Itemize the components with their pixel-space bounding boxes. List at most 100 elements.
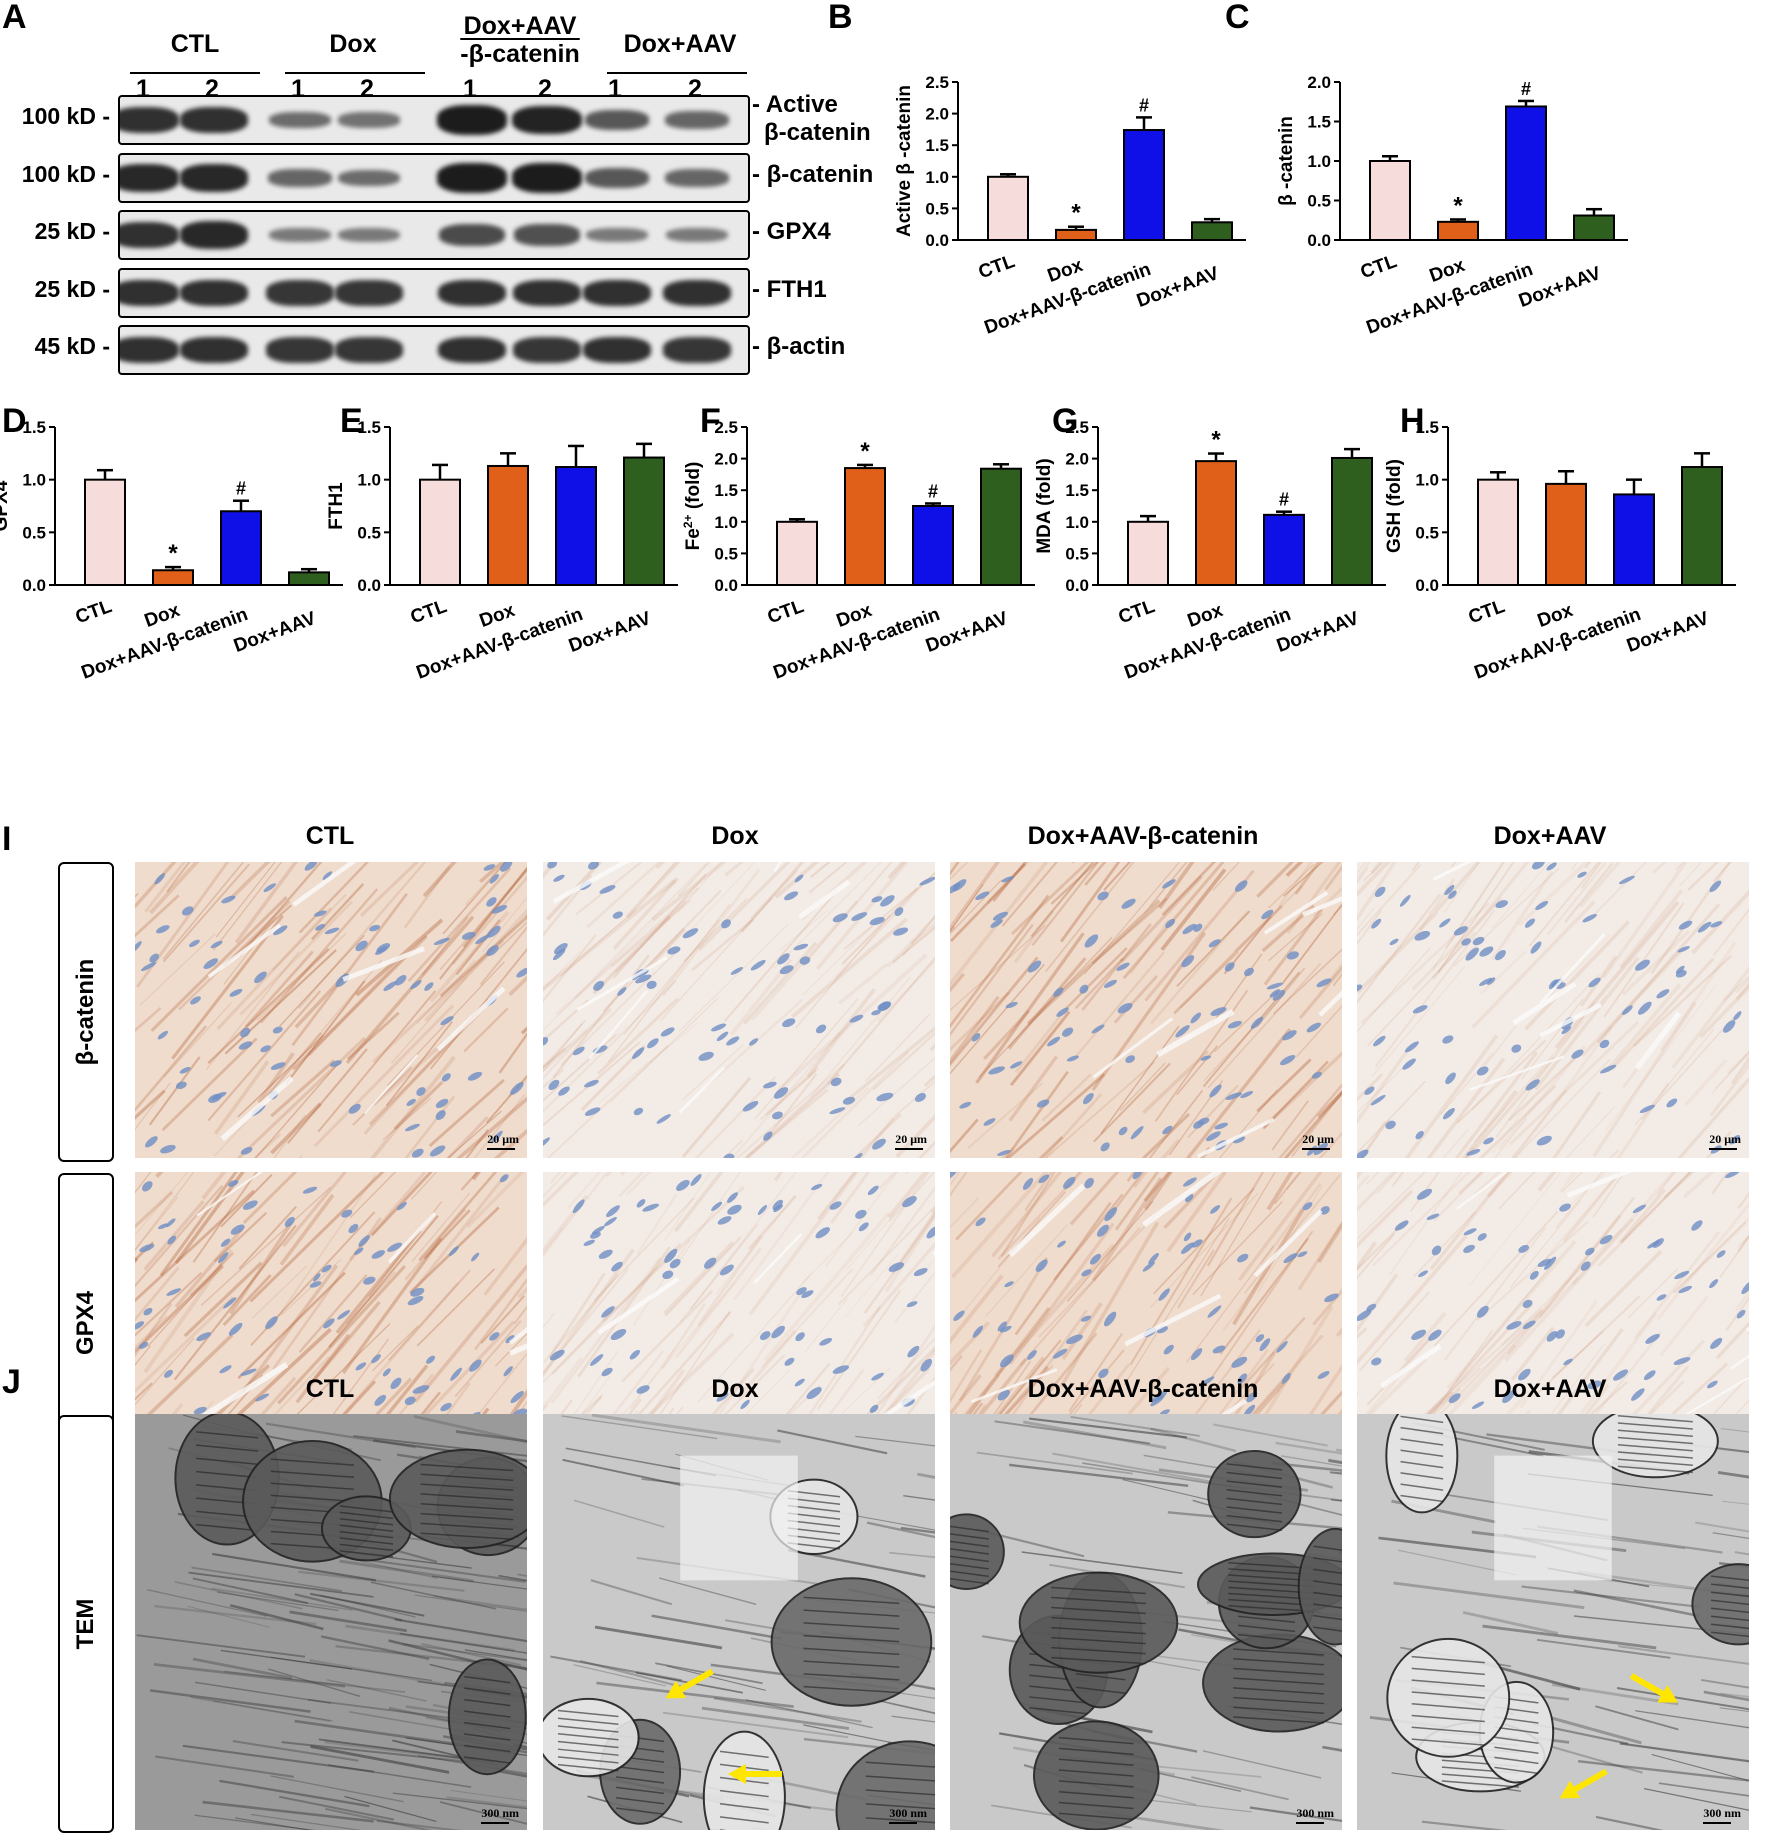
blot-group-ctl: CTL xyxy=(170,30,220,58)
bar xyxy=(980,467,1022,587)
blot-marker-label: 25 kD - xyxy=(34,276,110,302)
y-tick-label: 1.5 xyxy=(1307,113,1331,132)
y-tick-label: 0.0 xyxy=(22,576,46,595)
x-tick-label: Dox xyxy=(142,600,183,632)
blot-group-line2: -β-catenin xyxy=(460,40,580,68)
bar xyxy=(912,505,954,586)
ihc-header-dox: Dox xyxy=(711,822,759,850)
y-tick-label: 0.5 xyxy=(1307,192,1331,211)
blot-band xyxy=(512,163,582,193)
bar xyxy=(1681,466,1723,587)
blot-band xyxy=(663,337,731,363)
bar xyxy=(1263,513,1305,587)
y-tick-label: 1.0 xyxy=(357,471,381,490)
blot-group-dox-aav: Dox+AAV xyxy=(623,30,737,58)
y-tick-label: 1.5 xyxy=(925,136,949,155)
blot-band xyxy=(179,279,249,307)
y-axis-label: β -catenin xyxy=(1276,116,1297,206)
y-tick-label: 0.0 xyxy=(1415,576,1439,595)
blot-protein-label: - GPX4 xyxy=(752,218,831,246)
blot-band xyxy=(120,279,180,307)
ihc-header-ctl: CTL xyxy=(305,822,355,850)
panel-label-a: A xyxy=(2,0,27,36)
panel-label-f: F xyxy=(700,402,721,440)
y-tick-label: 2.0 xyxy=(925,105,949,124)
x-tick-label: Dox xyxy=(477,600,518,632)
y-tick-label: 0.5 xyxy=(357,523,381,542)
blot-band xyxy=(437,105,507,135)
x-tick-label: Dox xyxy=(1045,255,1086,287)
bar xyxy=(152,569,194,587)
scale-bar: 20 μm xyxy=(1302,1132,1334,1150)
panel-label-c: C xyxy=(1225,0,1250,36)
blot-band xyxy=(335,337,403,363)
blot-band xyxy=(512,279,582,307)
bar xyxy=(1055,228,1097,241)
blot-band xyxy=(120,106,180,134)
row-label-text: TEM xyxy=(72,1598,99,1650)
y-tick-label: 2.5 xyxy=(714,418,738,437)
significance-marker: # xyxy=(1139,95,1149,115)
blot-protein-name: - GPX4 xyxy=(752,218,831,245)
blot-band xyxy=(584,109,650,131)
x-tick-label: CTL xyxy=(408,596,450,629)
y-tick-label: 1.5 xyxy=(1065,481,1089,500)
bar xyxy=(1127,520,1169,586)
superscript: 2+ xyxy=(681,514,695,528)
x-tick-label: Dox xyxy=(1185,600,1226,632)
bar xyxy=(987,175,1029,242)
blot-protein-label: - β-actin xyxy=(752,333,845,361)
blot-band xyxy=(437,279,507,307)
scale-bar: 20 μm xyxy=(895,1132,927,1150)
y-tick-label: 0.0 xyxy=(925,231,949,250)
blot-marker-label: 100 kD - xyxy=(21,161,110,187)
blot-marker-label: 100 kD - xyxy=(21,103,110,129)
blot-group-dox: Dox xyxy=(329,30,377,58)
blot-band xyxy=(662,279,732,307)
bar-chart-d: 0.00.51.01.5GPX4CTL*Dox#Dox+AAV-β-cateni… xyxy=(0,418,343,684)
y-tick-label: 1.0 xyxy=(925,168,949,187)
blot-band xyxy=(666,227,728,243)
significance-marker: # xyxy=(1521,79,1531,99)
blot-band xyxy=(120,164,180,192)
blot-band xyxy=(337,112,401,128)
blot-band xyxy=(179,106,249,134)
blot-band xyxy=(335,280,403,306)
significance-marker: # xyxy=(236,479,246,499)
bar xyxy=(419,478,461,586)
scale-bar-label: 300 nm xyxy=(889,1806,927,1820)
y-tick-label: 1.5 xyxy=(714,481,738,500)
ihc-row-label-beta-catenin: β-catenin xyxy=(58,862,114,1162)
blot-marker-label: 25 kD - xyxy=(34,218,110,244)
y-tick-label: 0.0 xyxy=(1065,576,1089,595)
bar xyxy=(1613,493,1655,586)
scale-bar-label: 20 μm xyxy=(1709,1132,1741,1146)
blot-group-dox-aav-bcat: Dox+AAV -β-catenin xyxy=(445,12,595,68)
y-tick-label: 0.5 xyxy=(1065,544,1089,563)
x-tick-label: CTL xyxy=(765,596,807,629)
scale-bar-label: 300 nm xyxy=(1296,1806,1334,1820)
y-axis-label: FTH1 xyxy=(326,482,347,530)
panel-label-d: D xyxy=(2,402,27,440)
blot-band xyxy=(665,169,729,187)
panel-label-b: B xyxy=(828,0,853,36)
y-tick-label: 2.5 xyxy=(925,73,949,92)
panel-label-g: G xyxy=(1052,402,1079,440)
bar xyxy=(844,467,886,586)
y-tick-label: 1.5 xyxy=(357,418,381,437)
blot-strip xyxy=(118,95,750,145)
y-tick-label: 0.5 xyxy=(714,544,738,563)
yellow-arrow-icon xyxy=(661,1662,722,1712)
significance-marker: * xyxy=(168,540,178,567)
bar xyxy=(555,466,597,587)
y-axis-label: GSH (fold) xyxy=(1384,459,1405,553)
blot-strip xyxy=(118,325,750,375)
blot-group-line xyxy=(607,72,747,74)
tem-image: 300 nm xyxy=(543,1414,935,1830)
scale-bar: 20 μm xyxy=(487,1132,519,1150)
blot-band xyxy=(584,167,650,189)
bar xyxy=(1437,220,1479,242)
y-axis-label: Fe2+ (fold) xyxy=(681,462,704,551)
